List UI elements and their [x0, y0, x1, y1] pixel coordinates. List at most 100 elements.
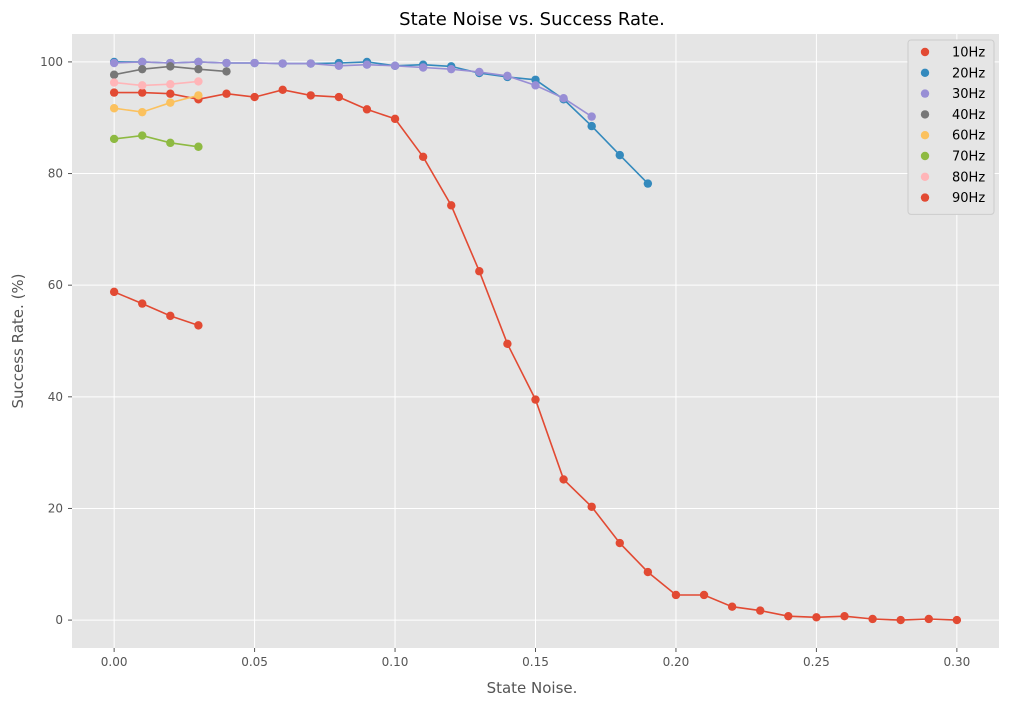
- legend-label: 10Hz: [952, 46, 985, 61]
- data-point-10hz: [362, 105, 372, 114]
- data-point-30hz: [222, 58, 231, 68]
- series-40hz: [109, 62, 231, 79]
- legend-marker: [920, 110, 930, 119]
- legend-item-30hz: 30Hz: [920, 87, 985, 102]
- series-90hz: [109, 287, 203, 330]
- data-point-10hz: [334, 92, 344, 102]
- data-point-30hz: [587, 112, 596, 121]
- data-point-10hz: [278, 85, 287, 95]
- data-point-10hz: [531, 395, 540, 404]
- legend-label: 80Hz: [952, 170, 985, 185]
- data-point-10hz: [727, 602, 737, 611]
- data-point-10hz: [138, 88, 147, 97]
- data-point-10hz: [559, 475, 568, 484]
- series-line-30hz: [114, 61, 593, 118]
- data-point-80hz: [109, 78, 119, 87]
- data-point-60hz: [109, 104, 119, 113]
- data-point-30hz: [447, 64, 456, 74]
- series-line-90hz: [113, 291, 199, 327]
- data-point-30hz: [475, 67, 484, 77]
- legend-label: 60Hz: [952, 129, 985, 144]
- x-tick-label: 0.25: [803, 655, 830, 669]
- y-tick-label: 0: [55, 613, 63, 627]
- legend-item-70hz: 70Hz: [920, 150, 985, 165]
- series-30hz: [109, 57, 596, 121]
- series-group: [109, 57, 962, 625]
- data-point-30hz: [306, 59, 315, 68]
- data-point-10hz: [868, 614, 877, 624]
- series-line-60hz: [113, 94, 199, 113]
- data-point-10hz: [615, 538, 624, 548]
- data-point-40hz: [109, 70, 119, 79]
- data-point-30hz: [138, 57, 147, 67]
- legend-label: 70Hz: [952, 150, 985, 165]
- data-point-30hz: [109, 58, 119, 68]
- legend-item-40hz: 40Hz: [920, 108, 985, 123]
- data-point-20hz: [643, 179, 653, 188]
- y-tick-label: 40: [48, 390, 63, 404]
- data-point-40hz: [138, 64, 147, 74]
- data-point-10hz: [166, 89, 175, 98]
- x-tick-label: 0.10: [382, 655, 409, 669]
- data-point-40hz: [166, 62, 175, 71]
- series-10hz: [109, 85, 962, 625]
- legend-label: 20Hz: [952, 66, 985, 81]
- data-point-20hz: [615, 150, 624, 160]
- series-80hz: [109, 77, 203, 90]
- data-point-30hz: [559, 93, 568, 103]
- data-point-60hz: [166, 98, 175, 107]
- data-point-10hz: [784, 611, 793, 621]
- y-tick-label: 80: [48, 167, 63, 181]
- legend-label: 90Hz: [952, 191, 985, 206]
- y-tick-label: 100: [40, 55, 63, 69]
- series-70hz: [109, 131, 203, 151]
- x-axis: 0.00 0.05 0.10 0.15 0.20 0.25 0.30: [101, 648, 970, 669]
- data-point-10hz: [418, 152, 428, 161]
- data-point-30hz: [194, 57, 203, 67]
- data-point-10hz: [390, 114, 400, 124]
- legend-marker: [920, 47, 930, 57]
- legend-marker: [920, 131, 930, 140]
- data-point-10hz: [222, 89, 231, 98]
- data-point-80hz: [166, 80, 175, 89]
- legend-item-80hz: 80Hz: [920, 170, 985, 185]
- data-point-90hz: [109, 287, 119, 297]
- y-tick-label: 60: [48, 278, 63, 292]
- data-point-90hz: [166, 311, 175, 321]
- data-point-10hz: [756, 606, 765, 615]
- data-point-10hz: [503, 339, 512, 348]
- data-point-30hz: [362, 60, 372, 69]
- legend-marker: [920, 89, 930, 98]
- chart-title: State Noise vs. Success Rate.: [399, 9, 665, 30]
- data-point-80hz: [138, 81, 147, 90]
- y-axis-label: Success Rate. (%): [9, 273, 27, 408]
- x-tick-label: 0.30: [944, 655, 971, 669]
- legend-marker: [920, 151, 930, 161]
- data-point-90hz: [138, 299, 147, 308]
- data-point-10hz: [924, 614, 933, 624]
- data-point-40hz: [194, 64, 203, 74]
- data-point-10hz: [812, 613, 821, 622]
- legend-marker: [920, 172, 930, 181]
- data-point-10hz: [306, 91, 315, 100]
- legend-label: 30Hz: [952, 87, 985, 102]
- data-point-20hz: [587, 121, 596, 131]
- data-point-80hz: [194, 77, 203, 86]
- data-point-30hz: [503, 71, 512, 81]
- data-point-30hz: [278, 59, 287, 68]
- legend-item-20hz: 20Hz: [920, 66, 985, 81]
- x-tick-label: 0.20: [663, 655, 690, 669]
- data-point-60hz: [138, 107, 147, 117]
- series-60hz: [109, 91, 203, 117]
- series-line-70hz: [114, 134, 199, 148]
- data-point-90hz: [194, 321, 203, 330]
- data-point-60hz: [194, 91, 203, 100]
- data-point-40hz: [222, 67, 231, 76]
- data-point-30hz: [418, 63, 428, 72]
- data-point-10hz: [250, 92, 259, 102]
- data-point-10hz: [587, 502, 596, 511]
- data-point-10hz: [475, 267, 484, 276]
- legend-box: [907, 39, 995, 215]
- data-point-70hz: [194, 142, 203, 151]
